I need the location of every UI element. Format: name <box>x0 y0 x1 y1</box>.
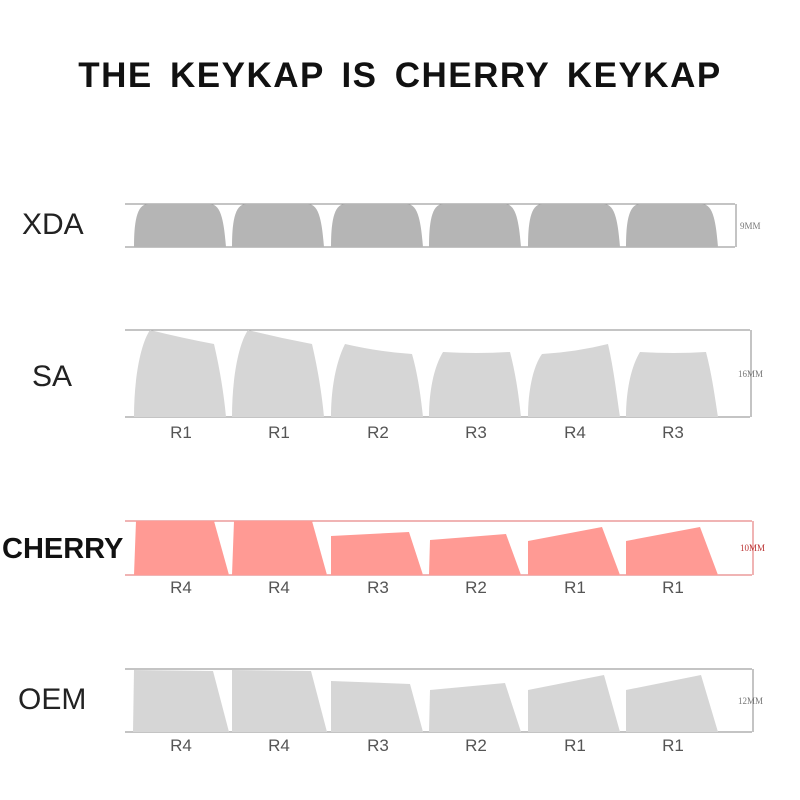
oem-keycap <box>429 683 521 732</box>
cherry-keycap <box>528 527 620 575</box>
cherry-row-label: R3 <box>367 578 389 597</box>
xda-keycap <box>528 204 620 247</box>
xda-profile-group: 9MM <box>125 203 761 248</box>
sa-keycap <box>626 352 718 417</box>
sa-row-label: R3 <box>465 423 487 442</box>
oem-row-label: R1 <box>662 736 684 755</box>
sa-row-label: R4 <box>564 423 586 442</box>
oem-row-label: R4 <box>170 736 192 755</box>
cherry-profile-group: 10MM R4 R4 R3 R2 R1 R1 <box>125 520 765 597</box>
sa-keycap <box>528 344 620 417</box>
cherry-keycap <box>134 521 229 575</box>
xda-keycap <box>626 204 718 247</box>
oem-row-label: R2 <box>465 736 487 755</box>
cherry-row-label: R1 <box>564 578 586 597</box>
sa-keycap <box>232 330 324 417</box>
sa-keycap <box>429 352 521 417</box>
oem-profile-group: 12MM R4 R4 R3 R2 R1 R1 <box>125 668 763 755</box>
cherry-row-label: R4 <box>268 578 290 597</box>
page-title: THE KEYKAP IS CHERRY KEYKAP <box>78 56 722 95</box>
sa-row-label: R1 <box>268 423 290 442</box>
cherry-keycap <box>232 521 327 575</box>
oem-row-label: R3 <box>367 736 389 755</box>
sa-row-label: R1 <box>170 423 192 442</box>
oem-profile-name: OEM <box>18 683 87 716</box>
oem-keycap <box>133 670 229 732</box>
xda-profile-name: XDA <box>22 208 84 241</box>
xda-keycap <box>134 204 226 247</box>
xda-keycap <box>429 204 521 247</box>
cherry-row-label: R2 <box>465 578 487 597</box>
oem-keycap <box>232 670 327 732</box>
cherry-keycap <box>429 534 521 575</box>
cherry-row-label: R1 <box>662 578 684 597</box>
sa-profile-name: SA <box>32 360 73 393</box>
sa-row-label: R3 <box>662 423 684 442</box>
cherry-keycap <box>626 527 718 575</box>
sa-height-label: 16MM <box>738 369 763 379</box>
xda-height-label: 9MM <box>740 221 761 231</box>
oem-height-label: 12MM <box>738 696 763 706</box>
xda-keycap <box>331 204 423 247</box>
oem-row-label: R1 <box>564 736 586 755</box>
oem-keycap <box>331 681 423 732</box>
sa-profile-group: 16MM R1 R1 R2 R3 R4 R3 <box>125 329 763 442</box>
oem-row-label: R4 <box>268 736 290 755</box>
sa-row-label: R2 <box>367 423 389 442</box>
cherry-profile-name: CHERRY <box>2 533 124 565</box>
cherry-row-label: R4 <box>170 578 192 597</box>
oem-keycap <box>528 675 620 732</box>
cherry-height-label: 10MM <box>740 543 765 553</box>
xda-keycap <box>232 204 324 247</box>
oem-keycap <box>626 675 718 732</box>
cherry-keycap <box>331 532 423 575</box>
sa-keycap <box>331 344 423 417</box>
sa-keycap <box>134 330 226 417</box>
